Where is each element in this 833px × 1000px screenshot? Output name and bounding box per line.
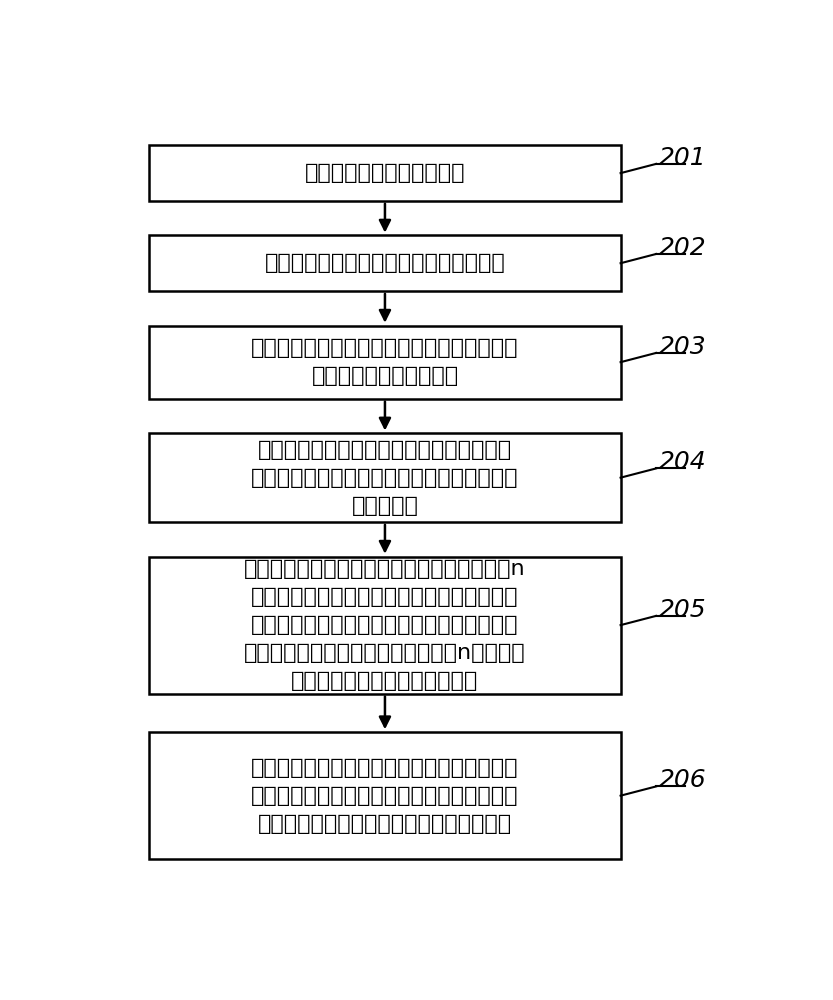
Text: 将历史电能质量检监测数据训练神经网络模型
，得到标准电能监测数据: 将历史电能质量检监测数据训练神经网络模型 ，得到标准电能监测数据 [252, 338, 519, 386]
Text: 获取历史电能质量监测数据: 获取历史电能质量监测数据 [305, 163, 465, 183]
Bar [149, 145, 621, 201]
Text: 204: 204 [660, 450, 707, 474]
Text: 将待测电能监测数据按时间段进行分段，将第n
时间段的待测电能监测数据以及对应的标准电
能监测数据做差，若差值除以对应的标准电能
监测数据的值小于偏差率，则表示第: 将待测电能监测数据按时间段进行分段，将第n 时间段的待测电能监测数据以及对应的标… [244, 559, 526, 691]
Text: 将历史电能质量监测数据以及标准电能监测
数据代入偏差率计算公式中，得到神经网络模
型的偏差率: 将历史电能质量监测数据以及标准电能监测 数据代入偏差率计算公式中，得到神经网络模… [252, 440, 519, 516]
Text: 205: 205 [660, 598, 707, 622]
Text: 202: 202 [660, 236, 707, 260]
Text: 201: 201 [660, 146, 707, 170]
Text: 统计满足精度要求的待测电能监测数据占所有
待测电能监测数据的比值，若比值大于预置第
一阈值，则待测电能监测数据满足精度要求: 统计满足精度要求的待测电能监测数据占所有 待测电能监测数据的比值，若比值大于预置… [252, 758, 519, 834]
Bar [149, 235, 621, 291]
Text: 去除历史电能质量监测数据中的异常数据: 去除历史电能质量监测数据中的异常数据 [265, 253, 506, 273]
Bar [149, 557, 621, 694]
Text: 203: 203 [660, 335, 707, 359]
Bar [149, 326, 621, 399]
Text: 206: 206 [660, 768, 707, 792]
Bar [149, 732, 621, 859]
Bar [149, 433, 621, 522]
